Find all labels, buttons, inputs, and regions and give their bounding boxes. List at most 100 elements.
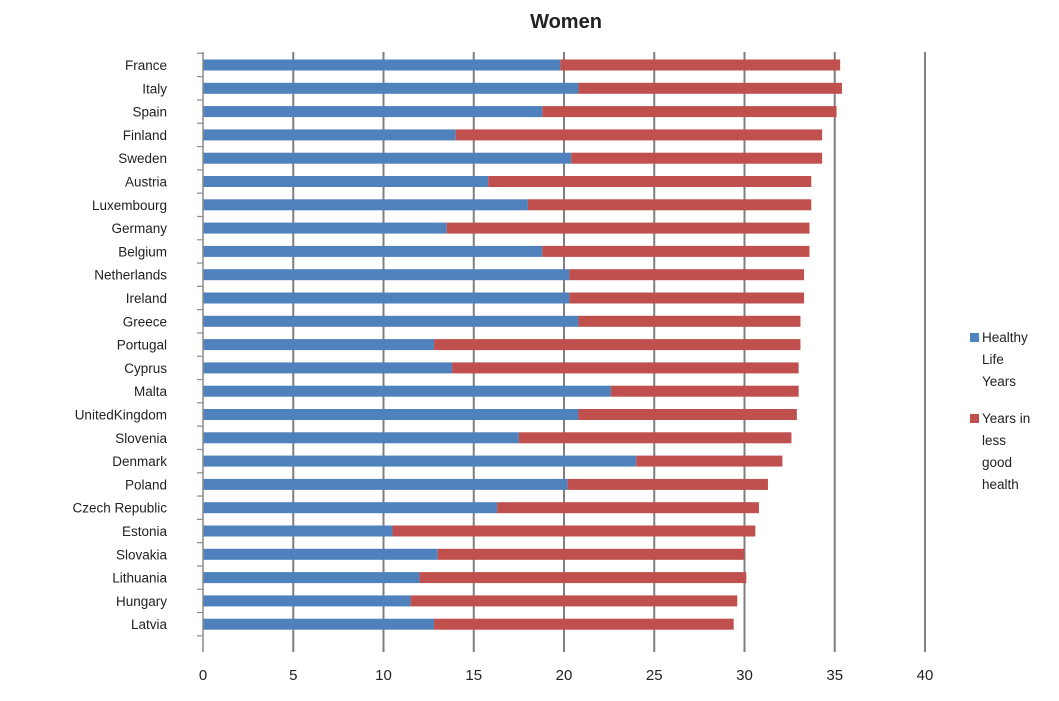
bar-denmark-series-1 — [203, 455, 637, 467]
bar-luxembourg-series-2 — [527, 199, 812, 211]
category-label: Poland — [125, 477, 167, 492]
category-label: Italy — [142, 81, 167, 96]
bar-greece-series-2 — [578, 315, 801, 327]
bar-france-series-2 — [560, 59, 841, 71]
category-label: Belgium — [118, 244, 167, 259]
x-tick-label: 15 — [465, 667, 482, 684]
category-label: Hungary — [116, 594, 167, 609]
x-tick-label: 10 — [375, 667, 392, 684]
bar-belgium-series-1 — [203, 245, 543, 257]
legend-label: Years in — [982, 411, 1030, 426]
bar-poland-series-1 — [203, 478, 568, 490]
bar-lithuania-series-2 — [419, 572, 747, 584]
bar-portugal-series-1 — [203, 339, 435, 351]
category-label: Slovenia — [115, 431, 167, 446]
x-tick-label: 30 — [736, 667, 753, 684]
x-tick-label: 40 — [917, 667, 934, 684]
category-label: Lithuania — [112, 571, 167, 586]
bar-poland-series-2 — [567, 478, 768, 490]
bar-germany-series-1 — [203, 222, 447, 234]
category-label: Greece — [123, 314, 167, 329]
bar-netherlands-series-1 — [203, 269, 570, 281]
bar-netherlands-series-2 — [569, 269, 805, 281]
bar-estonia-series-2 — [392, 525, 756, 537]
legend-swatch-2 — [970, 414, 979, 423]
category-label: France — [125, 58, 167, 73]
bar-finland-series-2 — [455, 129, 823, 141]
category-label: Denmark — [112, 454, 167, 469]
bar-italy-series-1 — [203, 82, 579, 94]
x-tick-label: 25 — [646, 667, 663, 684]
bar-slovenia-series-2 — [518, 432, 792, 444]
bar-malta-series-1 — [203, 385, 611, 397]
bar-czech-republic-series-2 — [497, 502, 759, 514]
legend-label: Healthy — [982, 330, 1028, 345]
bar-estonia-series-1 — [203, 525, 393, 537]
bar-malta-series-2 — [610, 385, 799, 397]
x-tick-label: 5 — [289, 667, 297, 684]
category-label: Slovakia — [116, 547, 168, 562]
category-label: Luxembourg — [92, 198, 167, 213]
category-label: Malta — [134, 384, 168, 399]
bar-czech-republic-series-1 — [203, 502, 498, 514]
bar-portugal-series-2 — [434, 339, 801, 351]
category-label: Ireland — [126, 291, 167, 306]
category-label: Spain — [132, 105, 167, 120]
category-label: Germany — [111, 221, 167, 236]
category-label: Finland — [123, 128, 167, 143]
bar-italy-series-2 — [578, 82, 842, 94]
bar-denmark-series-2 — [636, 455, 783, 467]
bar-cyprus-series-1 — [203, 362, 453, 374]
legend-label: Life — [982, 352, 1004, 367]
chart-title: Women — [530, 11, 602, 33]
x-tick-label: 20 — [556, 667, 573, 684]
bar-slovakia-series-1 — [203, 548, 438, 560]
category-label: Cyprus — [124, 361, 167, 376]
axes — [197, 52, 204, 652]
bar-hungary-series-1 — [203, 595, 411, 607]
bar-austria-series-2 — [488, 176, 812, 187]
bar-spain-series-1 — [203, 106, 543, 118]
bar-cyprus-series-2 — [452, 362, 799, 374]
bar-ireland-series-2 — [569, 292, 805, 304]
category-labels: France Italy Spain Finland Sweden Austria Luxe… — [72, 58, 167, 632]
bar-unitedkingdom-series-2 — [578, 409, 797, 420]
bar-spain-series-2 — [542, 106, 837, 118]
bar-sweden-series-2 — [571, 152, 823, 164]
bar-lithuania-series-1 — [203, 572, 420, 584]
category-label: Latvia — [131, 617, 168, 632]
bar-luxembourg-series-1 — [203, 199, 528, 211]
legend: Healthy Life Years Years in less good health — [970, 330, 1030, 492]
bars — [203, 59, 842, 630]
bar-germany-series-2 — [446, 222, 810, 234]
bar-hungary-series-2 — [410, 595, 738, 607]
bar-slovakia-series-2 — [437, 548, 745, 560]
legend-swatch-1 — [970, 333, 979, 342]
bar-austria-series-1 — [203, 176, 489, 187]
bar-slovenia-series-1 — [203, 432, 519, 444]
bar-belgium-series-2 — [542, 245, 810, 257]
legend-label: Years — [982, 374, 1016, 389]
bar-ireland-series-1 — [203, 292, 570, 304]
legend-label: good — [982, 455, 1012, 470]
category-label: Sweden — [118, 151, 167, 166]
category-label: Czech Republic — [72, 501, 167, 516]
bar-finland-series-1 — [203, 129, 456, 141]
gridlines — [292, 52, 926, 652]
legend-label: health — [982, 477, 1019, 492]
x-tick-labels: 0 5 10 15 20 25 30 35 40 — [199, 667, 934, 684]
bar-latvia-series-1 — [203, 618, 435, 630]
bar-greece-series-1 — [203, 315, 579, 327]
bar-unitedkingdom-series-1 — [203, 409, 579, 420]
bar-latvia-series-2 — [434, 618, 734, 630]
bar-france-series-1 — [203, 59, 561, 71]
bar-sweden-series-1 — [203, 152, 572, 164]
category-label: Austria — [125, 175, 168, 190]
category-label: Portugal — [117, 338, 167, 353]
category-label: Netherlands — [94, 268, 167, 283]
legend-label: less — [982, 433, 1006, 448]
x-tick-label: 35 — [826, 667, 843, 684]
category-label: UnitedKingdom — [75, 408, 167, 423]
